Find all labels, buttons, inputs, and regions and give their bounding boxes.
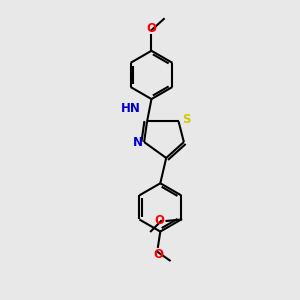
Text: O: O	[146, 22, 157, 35]
Text: HN: HN	[121, 102, 141, 115]
Text: N: N	[133, 136, 142, 149]
Text: S: S	[182, 113, 191, 127]
Text: O: O	[154, 214, 164, 227]
Text: O: O	[153, 248, 163, 261]
